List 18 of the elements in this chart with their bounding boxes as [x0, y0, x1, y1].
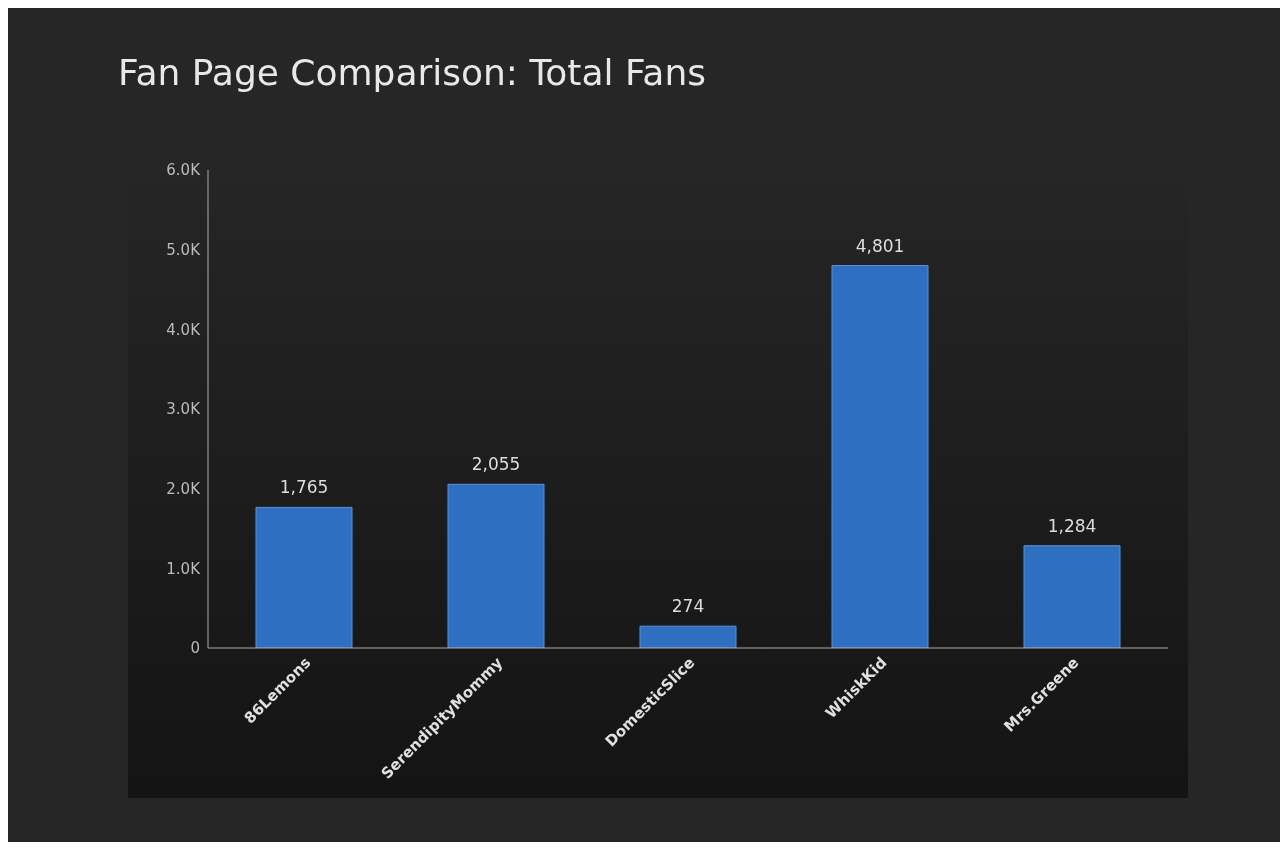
y-tick-label: 5.0K	[166, 240, 202, 259]
y-tick-label: 1.0K	[166, 559, 202, 578]
bar	[255, 506, 353, 648]
y-tick-label: 3.0K	[166, 400, 202, 419]
data-label: 1,765	[279, 477, 329, 498]
bar	[639, 625, 737, 648]
y-tick-label: 4.0K	[166, 320, 202, 339]
data-label: 274	[671, 596, 705, 617]
data-label: 1,284	[1047, 515, 1097, 536]
y-tick-label: 0	[190, 639, 200, 658]
data-label: 2,055	[471, 454, 521, 475]
y-tick-label: 6.0K	[166, 161, 202, 180]
data-label: 4,801	[855, 235, 905, 256]
bar	[831, 265, 929, 648]
bar	[1023, 545, 1121, 648]
y-tick-label: 2.0K	[166, 479, 202, 498]
chart-title: Fan Page Comparison: Total Fans	[118, 52, 706, 93]
bar	[447, 483, 545, 648]
